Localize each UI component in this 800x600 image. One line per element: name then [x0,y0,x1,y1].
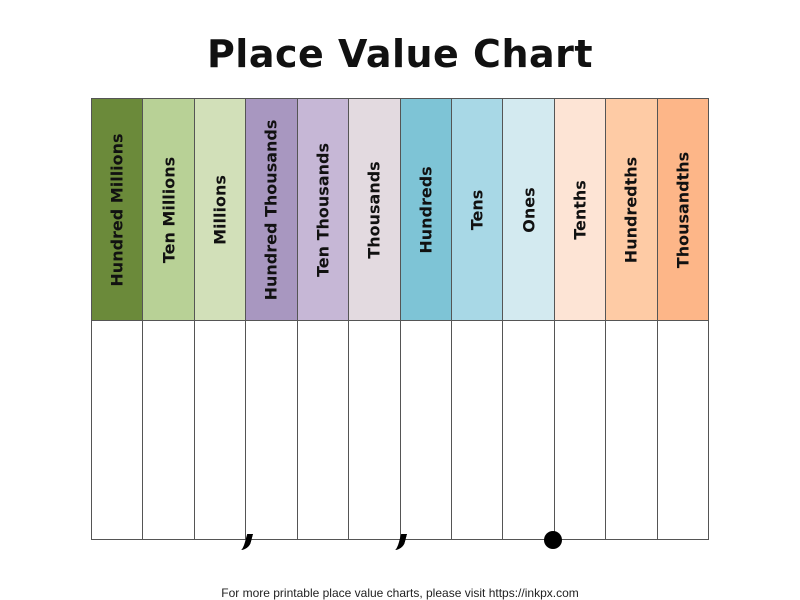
column-header: Hundredths [606,99,657,321]
column-hundreds: Hundreds [400,99,452,540]
column-header-label: Hundreds [416,165,436,254]
column-header: Tens [451,99,503,321]
digit-cell[interactable] [349,321,400,540]
column-header-label: Ten Millions [159,156,179,263]
column-hundred-thousands: Hundred Thousands [246,99,298,540]
column-header-label: Hundred Millions [107,132,127,287]
page-title: Place Value Chart [206,32,594,76]
digit-cell[interactable] [606,321,657,540]
digit-cell[interactable] [143,321,194,540]
column-header: Hundreds [400,99,451,321]
column-header: Millions [194,99,246,321]
column-tenths: Tenths [554,99,607,540]
column-header-label: Hundred Thousands [261,119,281,300]
column-header-label: Tens [467,189,487,230]
column-header: Hundred Thousands [246,99,297,321]
digit-cell[interactable] [554,321,606,540]
column-thousandths: Thousandths [657,99,710,540]
column-header: Hundred Millions [92,99,143,321]
digit-cell[interactable] [503,321,554,540]
digit-cell[interactable] [297,321,349,540]
digit-cell[interactable] [92,321,143,540]
column-hundredths: Hundredths [606,99,658,540]
column-millions: Millions [194,99,247,540]
column-header: Ones [503,99,554,321]
column-ones: Ones [503,99,555,540]
column-header: Thousands [349,99,400,321]
column-header-label: Millions [210,174,230,245]
footer-text: For more printable place value charts, p… [221,586,579,600]
digit-cell[interactable] [451,321,503,540]
column-header-label: Ten Thousands [313,142,333,277]
column-header-label: Tenths [570,179,590,240]
column-header-label: Hundredths [621,156,641,263]
comma-separator-thousands [388,534,408,550]
column-hundred-millions: Hundred Millions [92,99,144,540]
comma-separator-millions [234,534,254,550]
column-header-label: Thousandths [673,151,693,268]
column-ten-millions: Ten Millions [143,99,195,540]
place-value-table: Hundred Millions Ten Millions Millions Hund… [91,98,710,540]
digit-cell[interactable] [657,321,709,540]
column-header: Ten Thousands [297,99,349,321]
column-header-label: Ones [519,186,539,233]
column-ten-thousands: Ten Thousands [297,99,350,540]
column-thousands: Thousands [349,99,401,540]
decimal-point [544,531,562,549]
column-header: Ten Millions [143,99,194,321]
column-header-label: Thousands [364,160,384,259]
digit-cell[interactable] [400,321,451,540]
column-tens: Tens [451,99,504,540]
column-header: Tenths [554,99,606,321]
digit-cell[interactable] [194,321,246,540]
column-header: Thousandths [657,99,709,321]
digit-cell[interactable] [246,321,297,540]
